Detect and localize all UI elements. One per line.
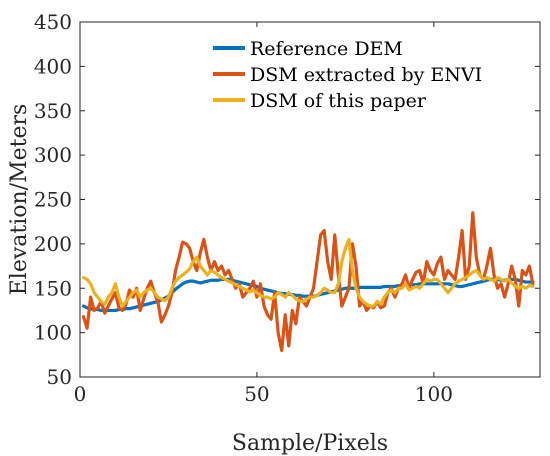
y-tick-label: 350 [34, 99, 72, 123]
series-line-3 [81, 237, 535, 308]
series-line-2 [81, 211, 535, 352]
y-tick-label: 50 [47, 365, 72, 389]
y-tick-label: 250 [34, 188, 72, 212]
y-axis-label: Elevation/Meters [7, 104, 32, 296]
legend: Reference DEM DSM extracted by ENVI DSM of… [213, 38, 482, 112]
y-tick-label: 100 [34, 321, 72, 345]
y-tick-label: 150 [34, 276, 72, 300]
y-tick-label: 300 [34, 143, 72, 167]
series-layer [81, 211, 535, 352]
plot-area [80, 22, 540, 377]
plot-background [80, 22, 540, 377]
y-tick-label: 400 [34, 54, 72, 78]
legend-label-3: DSM of this paper [250, 90, 427, 112]
y-tick-label: 450 [34, 10, 72, 34]
x-tick-label: 50 [244, 382, 269, 406]
x-axis-label: Sample/Pixels [232, 431, 388, 456]
x-tick-label: 0 [74, 382, 87, 406]
x-tick-label: 100 [415, 382, 453, 406]
legend-label-1: Reference DEM [250, 38, 403, 60]
legend-label-2: DSM extracted by ENVI [250, 64, 482, 86]
y-tick-label: 200 [34, 232, 72, 256]
